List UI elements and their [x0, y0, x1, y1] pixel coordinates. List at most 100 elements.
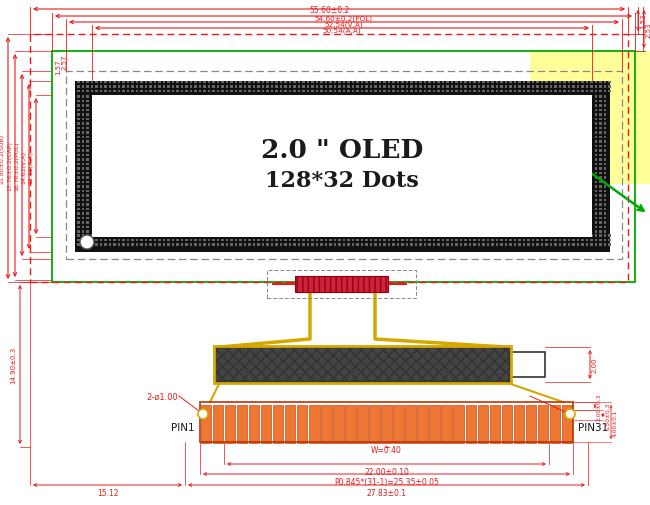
Bar	[352, 234, 354, 237]
Bar	[90, 81, 93, 84]
Bar	[127, 239, 129, 241]
Bar	[230, 86, 233, 88]
Bar	[595, 186, 597, 188]
Bar	[198, 239, 201, 241]
Bar	[113, 90, 116, 93]
Bar	[441, 90, 444, 93]
Bar	[81, 190, 84, 192]
Bar	[266, 234, 268, 237]
Bar	[603, 172, 606, 175]
Bar	[415, 243, 417, 246]
Bar	[514, 86, 516, 88]
Bar	[554, 234, 556, 237]
Bar	[356, 243, 359, 246]
Bar	[235, 90, 237, 93]
Bar	[270, 239, 273, 241]
Bar	[599, 123, 601, 125]
Bar	[396, 243, 399, 246]
Bar	[118, 90, 120, 93]
Bar	[469, 81, 471, 84]
Bar	[252, 90, 255, 93]
Bar	[595, 109, 597, 112]
Bar	[424, 90, 426, 93]
Bar	[446, 81, 448, 84]
Bar	[432, 81, 435, 84]
Bar	[428, 81, 430, 84]
Bar	[266, 81, 268, 84]
Bar	[295, 276, 388, 292]
Bar	[235, 243, 237, 246]
Bar	[599, 105, 601, 107]
Bar	[135, 234, 138, 237]
Bar	[545, 86, 547, 88]
Circle shape	[80, 235, 94, 249]
Bar	[216, 239, 219, 241]
Bar	[307, 234, 309, 237]
Bar	[190, 243, 192, 246]
Bar	[235, 86, 237, 88]
Bar	[144, 86, 147, 88]
Bar	[135, 90, 138, 93]
Bar	[127, 86, 129, 88]
Bar	[104, 90, 107, 93]
Bar	[352, 81, 354, 84]
Bar	[464, 243, 467, 246]
Bar	[81, 231, 84, 233]
Bar	[599, 235, 601, 237]
Bar	[430, 405, 440, 443]
Bar	[86, 145, 88, 147]
Bar	[549, 234, 552, 237]
Bar	[572, 86, 575, 88]
Text: PIN31: PIN31	[578, 422, 608, 432]
Bar	[216, 90, 219, 93]
Bar	[221, 234, 224, 237]
Bar	[99, 90, 102, 93]
Bar	[176, 239, 179, 241]
Bar	[352, 90, 354, 93]
Bar	[297, 405, 307, 443]
Bar	[374, 81, 376, 84]
Bar	[514, 405, 524, 443]
Bar	[293, 90, 296, 93]
Bar	[415, 234, 417, 237]
Bar	[365, 86, 367, 88]
Bar	[374, 90, 376, 93]
Bar	[149, 239, 151, 241]
Bar	[235, 239, 237, 241]
Bar	[510, 352, 545, 377]
Bar	[77, 222, 79, 224]
Bar	[599, 154, 601, 157]
Bar	[401, 243, 404, 246]
Bar	[369, 243, 372, 246]
Bar	[603, 213, 606, 215]
Bar	[77, 86, 79, 88]
Bar	[329, 234, 332, 237]
Bar	[464, 234, 467, 237]
Bar	[369, 234, 372, 237]
Bar	[603, 217, 606, 220]
Bar	[595, 132, 597, 134]
Bar	[77, 149, 79, 152]
Bar	[289, 86, 291, 88]
Bar	[207, 234, 210, 237]
Bar	[563, 90, 566, 93]
Bar	[135, 86, 138, 88]
Bar	[562, 405, 572, 443]
Bar	[581, 86, 584, 88]
Bar	[198, 86, 201, 88]
Bar	[595, 136, 597, 139]
Bar	[567, 90, 570, 93]
Text: 14.90±0.3: 14.90±0.3	[10, 346, 16, 383]
Bar	[158, 86, 161, 88]
Bar	[392, 234, 395, 237]
Bar	[221, 243, 224, 246]
Bar	[406, 234, 408, 237]
Bar	[473, 86, 476, 88]
Bar	[77, 127, 79, 130]
Bar	[599, 159, 601, 161]
Bar	[81, 100, 84, 103]
Bar	[86, 217, 88, 220]
Bar	[221, 90, 224, 93]
Bar	[81, 234, 84, 237]
Bar	[491, 239, 493, 241]
